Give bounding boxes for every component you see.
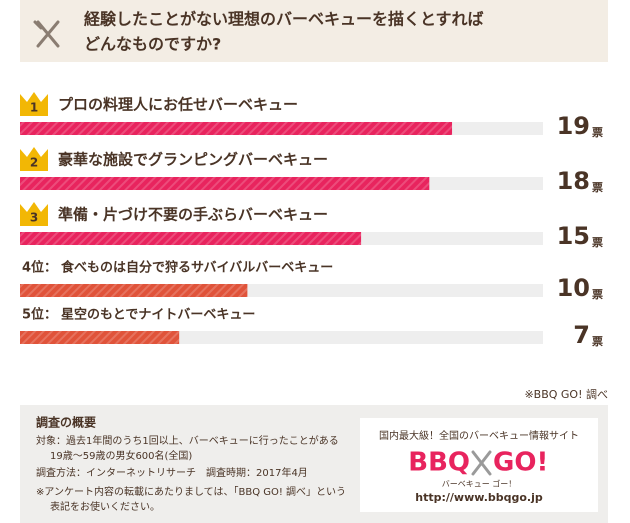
header-bg [20, 0, 608, 62]
survey-line: 表記をお使いください。 [50, 500, 160, 513]
value-unit: 票 [592, 288, 603, 301]
bar-stripe [20, 122, 453, 135]
value-label: 18 [557, 167, 590, 195]
title-line: 経験したことがない理想のバーベキューを描くとすれば [84, 10, 484, 29]
source: ※BBQ GO! 調べ [524, 387, 608, 401]
category-label: 準備・片づけ不要の手ぶらバーベキュー [58, 206, 328, 224]
rank: 4位： [22, 260, 57, 276]
value-unit: 票 [592, 335, 603, 348]
bar-stripe [20, 331, 180, 344]
rank: 2 [30, 156, 38, 170]
title-line: どんなものですか? [84, 35, 221, 54]
fork-knife-icon [33, 20, 60, 48]
logo-left: BBQ [408, 448, 470, 478]
bar-stripe [20, 232, 362, 245]
category-label: 星空のもとでナイトバーベキュー [61, 307, 255, 323]
crown [20, 92, 48, 116]
value-label: 15 [557, 222, 590, 250]
category-label: 食べものは自分で狩るサバイバルバーベキュー [61, 260, 333, 276]
value-label: 10 [557, 274, 590, 302]
crown [20, 202, 48, 226]
crown [20, 147, 48, 171]
category-label: プロの料理人にお任せバーベキュー [58, 96, 298, 114]
category-label: 豪華な施設でグランピングバーベキュー [58, 151, 328, 169]
survey-line: 対象：過去1年間のうち1回以上、バーベキューに行ったことがある [36, 434, 339, 447]
bar-stripe [20, 284, 248, 297]
survey-line: 19歳～59歳の男女600名(全国) [50, 449, 192, 462]
rank: 3 [30, 211, 38, 225]
rank: 5位： [22, 307, 57, 323]
value-unit: 票 [592, 181, 603, 194]
value-label: 19 [557, 112, 590, 140]
ad-url: http://www.bbqgo.jp [415, 491, 543, 504]
rank: 1 [30, 101, 38, 115]
value-label: 7 [573, 321, 590, 349]
ad-reading: バーベキュー ゴー！ [442, 479, 517, 489]
ad-tagline: 国内最大級！全国のバーベキュー情報サイト [379, 429, 579, 442]
logo-right: GO! [493, 448, 548, 478]
value-unit: 票 [592, 236, 603, 249]
value-unit: 票 [592, 126, 603, 139]
survey-line: ※アンケート内容の転載にあたりましては、「BBQ GO! 調べ」という [36, 485, 346, 498]
bar-stripe [20, 177, 430, 190]
logo-cross [471, 450, 492, 476]
survey-line: 調査方法：インターネットリサーチ 調査時期：2017年4月 [36, 466, 308, 479]
survey-title: 調査の概要 [36, 415, 96, 430]
